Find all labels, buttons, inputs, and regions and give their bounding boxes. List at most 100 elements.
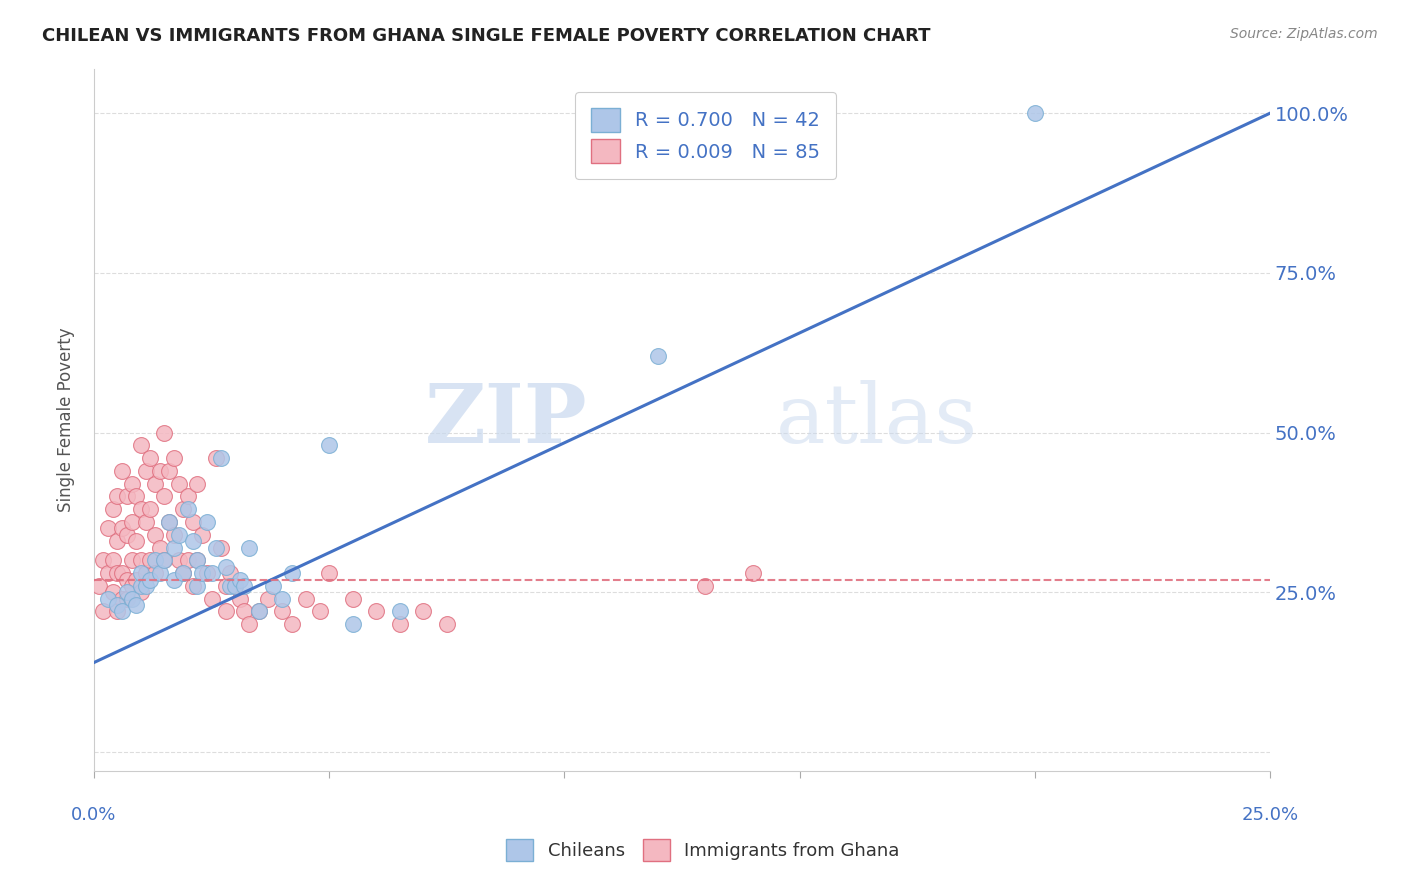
Point	[139, 502, 162, 516]
Point	[115, 573, 138, 587]
Point	[107, 598, 129, 612]
Point	[224, 579, 246, 593]
Point	[143, 566, 166, 581]
Point	[177, 553, 200, 567]
Point	[412, 604, 434, 618]
Point	[177, 490, 200, 504]
Point	[214, 604, 236, 618]
Point	[247, 604, 270, 618]
Point	[318, 438, 340, 452]
Point	[139, 573, 162, 587]
Point	[191, 528, 214, 542]
Point	[219, 579, 242, 593]
Point	[172, 502, 194, 516]
Point	[308, 604, 330, 618]
Point	[233, 604, 256, 618]
Point	[135, 464, 157, 478]
Point	[101, 553, 124, 567]
Point	[135, 566, 157, 581]
Point	[87, 579, 110, 593]
Point	[153, 553, 176, 567]
Point	[157, 515, 180, 529]
Point	[157, 464, 180, 478]
Point	[107, 490, 129, 504]
Point	[257, 591, 280, 606]
Point	[139, 451, 162, 466]
Legend: R = 0.700   N = 42, R = 0.009   N = 85: R = 0.700 N = 42, R = 0.009 N = 85	[575, 92, 837, 178]
Point	[97, 521, 120, 535]
Point	[167, 528, 190, 542]
Point	[181, 534, 204, 549]
Point	[181, 579, 204, 593]
Point	[318, 566, 340, 581]
Text: ZIP: ZIP	[425, 380, 588, 460]
Point	[111, 591, 134, 606]
Text: 0.0%: 0.0%	[72, 806, 117, 824]
Point	[209, 451, 232, 466]
Point	[111, 604, 134, 618]
Point	[229, 591, 252, 606]
Point	[163, 541, 186, 555]
Point	[91, 604, 114, 618]
Point	[195, 566, 218, 581]
Point	[209, 541, 232, 555]
Point	[172, 566, 194, 581]
Point	[111, 521, 134, 535]
Point	[111, 464, 134, 478]
Point	[271, 604, 294, 618]
Point	[149, 464, 172, 478]
Point	[200, 591, 222, 606]
Text: Source: ZipAtlas.com: Source: ZipAtlas.com	[1230, 27, 1378, 41]
Point	[129, 566, 152, 581]
Point	[229, 573, 252, 587]
Point	[219, 566, 242, 581]
Point	[143, 528, 166, 542]
Point	[115, 585, 138, 599]
Point	[135, 579, 157, 593]
Point	[342, 617, 364, 632]
Point	[695, 579, 717, 593]
Point	[129, 553, 152, 567]
Point	[214, 559, 236, 574]
Point	[125, 490, 148, 504]
Point	[101, 585, 124, 599]
Point	[125, 573, 148, 587]
Point	[238, 541, 260, 555]
Point	[135, 515, 157, 529]
Point	[388, 604, 411, 618]
Point	[121, 553, 143, 567]
Point	[167, 476, 190, 491]
Point	[129, 502, 152, 516]
Point	[177, 502, 200, 516]
Point	[115, 591, 138, 606]
Point	[172, 566, 194, 581]
Point	[205, 451, 228, 466]
Point	[186, 553, 208, 567]
Point	[153, 553, 176, 567]
Point	[205, 541, 228, 555]
Point	[157, 515, 180, 529]
Point	[121, 515, 143, 529]
Point	[115, 528, 138, 542]
Point	[97, 566, 120, 581]
Point	[121, 579, 143, 593]
Point	[366, 604, 388, 618]
Point	[129, 585, 152, 599]
Y-axis label: Single Female Poverty: Single Female Poverty	[58, 327, 75, 512]
Point	[167, 553, 190, 567]
Point	[153, 490, 176, 504]
Text: 25.0%: 25.0%	[1241, 806, 1299, 824]
Point	[388, 617, 411, 632]
Point	[647, 349, 669, 363]
Point	[111, 566, 134, 581]
Point	[129, 438, 152, 452]
Point	[125, 534, 148, 549]
Point	[1024, 106, 1046, 120]
Point	[271, 591, 294, 606]
Point	[125, 598, 148, 612]
Point	[163, 451, 186, 466]
Point	[149, 566, 172, 581]
Point	[186, 553, 208, 567]
Point	[233, 579, 256, 593]
Point	[115, 490, 138, 504]
